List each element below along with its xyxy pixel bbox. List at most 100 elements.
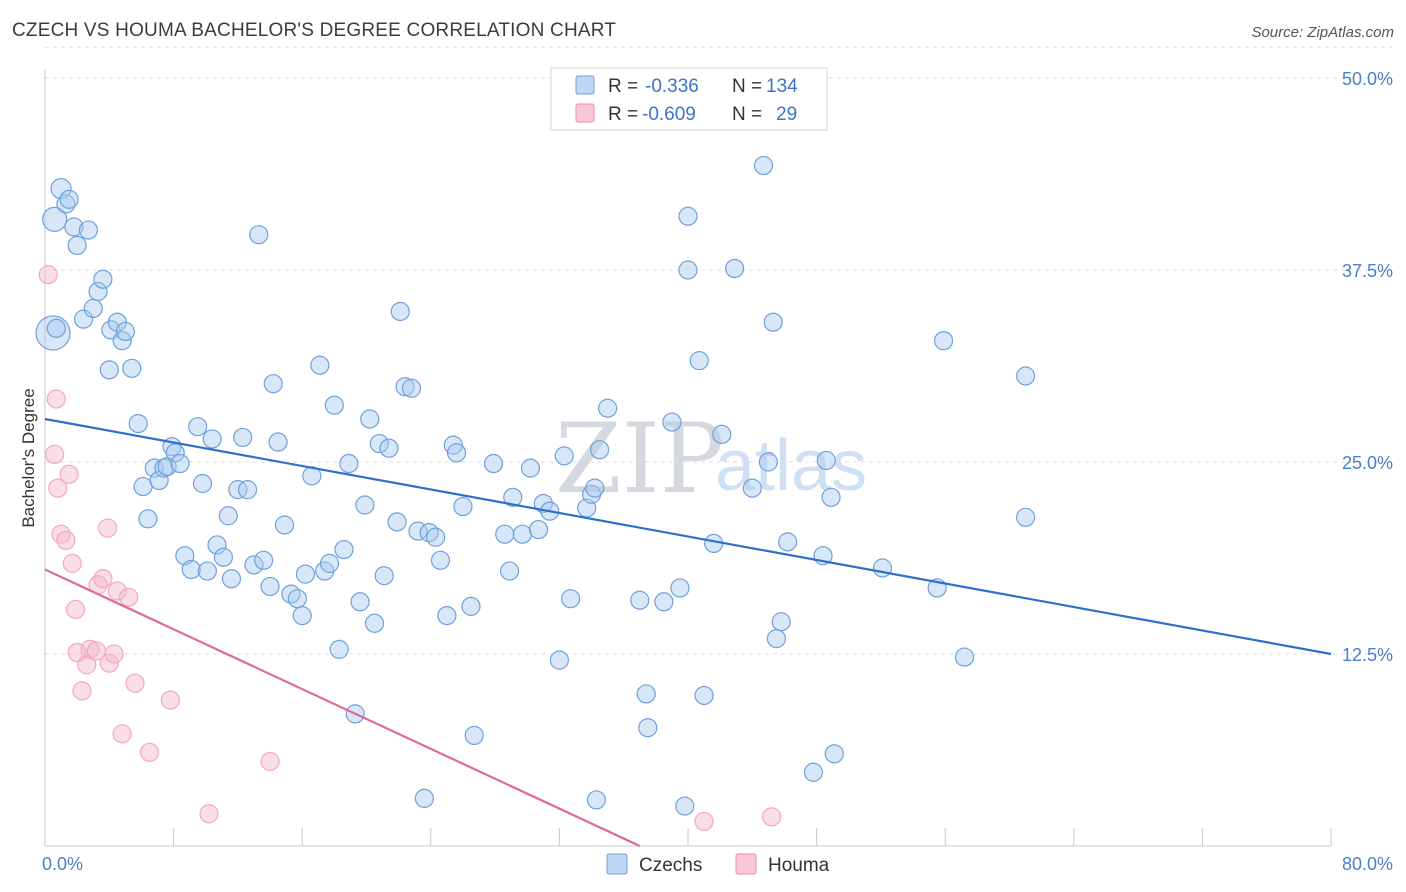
- czechs-point: [585, 478, 605, 498]
- czechs-point: [295, 564, 316, 584]
- houma-point: [46, 389, 66, 409]
- trend-lines: [44, 417, 1332, 847]
- houma-point: [761, 807, 782, 827]
- bottom-legend-label-czechs: Czechs: [639, 855, 702, 876]
- czechs-point: [437, 605, 457, 626]
- czechs-point: [395, 377, 415, 397]
- czechs-point: [249, 225, 269, 245]
- czechs-point: [1015, 366, 1036, 386]
- czechs-point: [464, 725, 484, 746]
- czechs-point: [742, 478, 762, 498]
- legend-swatch-czechs: [575, 75, 595, 95]
- houma-point: [104, 644, 124, 664]
- czechs-point: [46, 318, 66, 338]
- houma-point: [107, 581, 127, 601]
- czechs-point: [499, 561, 520, 581]
- czechs-point: [181, 559, 201, 580]
- houma-point: [99, 653, 119, 673]
- houma-point: [125, 673, 145, 693]
- czechs-point: [78, 220, 99, 240]
- houma-point: [62, 553, 82, 573]
- watermark-atlas: atlas: [715, 426, 867, 506]
- houma-point: [77, 655, 97, 675]
- czechs-point: [725, 258, 745, 279]
- czechs-point: [374, 566, 394, 586]
- czechs-point: [115, 321, 135, 342]
- czechs-point: [83, 298, 103, 318]
- czechs-point: [355, 495, 375, 515]
- legend-n-value-houma: 29: [776, 104, 797, 125]
- czechs-point: [520, 458, 541, 478]
- czechs-point: [188, 417, 208, 437]
- legend-r-label-czechs: R =: [608, 76, 638, 97]
- czechs-point: [589, 440, 610, 460]
- x-tick-label: 0.0%: [42, 854, 83, 874]
- czechs-point: [170, 453, 190, 474]
- czechs-point: [369, 433, 389, 454]
- czechs-point: [197, 561, 217, 581]
- czechs-point: [138, 509, 158, 529]
- czechs-point: [93, 269, 113, 289]
- watermark-zip: ZIP: [555, 403, 724, 515]
- czechs-point: [50, 177, 72, 200]
- czechs-point: [933, 331, 954, 351]
- data-points: [35, 155, 1036, 832]
- czechs-point: [64, 217, 84, 237]
- czechs-point: [73, 309, 94, 329]
- x-tick-label: 80.0%: [1342, 854, 1393, 874]
- legend-swatch-houma: [575, 103, 595, 123]
- czechs-point: [443, 435, 463, 455]
- czechs-point: [662, 412, 682, 432]
- czechs-point: [778, 532, 798, 552]
- czechs-point: [763, 312, 783, 332]
- houma-point: [118, 587, 139, 607]
- houma-point: [139, 742, 160, 762]
- houma-point: [65, 599, 86, 620]
- czechs-point: [495, 524, 515, 544]
- czechs-point: [207, 535, 227, 555]
- houma-point: [98, 518, 118, 538]
- czechs-point: [824, 744, 844, 764]
- houma-point: [694, 811, 714, 832]
- czechs-point: [390, 301, 410, 322]
- czechs-point: [218, 506, 238, 526]
- czechs-point: [133, 476, 153, 497]
- czechs-point: [364, 613, 385, 633]
- houma-point: [59, 464, 79, 484]
- gridlines: [45, 46, 1392, 655]
- czechs-point: [334, 539, 354, 560]
- czechs-point: [233, 427, 253, 448]
- czechs-point: [678, 206, 698, 226]
- legend: R = -0.336 N = 134 R = -0.609 N = 29: [550, 67, 828, 131]
- chart-title: CZECH VS HOUMA BACHELOR'S DEGREE CORRELA…: [12, 20, 617, 41]
- czechs-point: [654, 592, 674, 612]
- czechs-trend-line: [44, 417, 1332, 656]
- czechs-point: [287, 589, 307, 609]
- czechs-point: [350, 592, 370, 612]
- czechs-point: [689, 351, 709, 371]
- y-tick-label: 50.0%: [1342, 69, 1393, 89]
- czechs-point: [99, 360, 119, 380]
- czechs-point: [42, 206, 68, 232]
- czechs-point: [88, 281, 108, 302]
- czechs-point: [244, 555, 264, 575]
- czechs-point: [533, 493, 553, 514]
- czechs-point: [512, 524, 533, 544]
- czechs-point: [339, 453, 359, 474]
- bottom-legend: Czechs Houma: [606, 853, 830, 876]
- y-axis-title: Bachelor's Degree: [19, 388, 38, 527]
- czechs-point: [503, 487, 523, 507]
- houma-trend-line: [44, 568, 641, 847]
- bottom-legend-swatch-houma: [735, 853, 757, 875]
- czechs-point: [274, 515, 295, 535]
- czechs-point: [263, 374, 283, 394]
- houma-point: [38, 265, 58, 285]
- czechs-point: [954, 647, 975, 667]
- houma-point: [93, 569, 113, 589]
- x-axis-ticks: [44, 828, 1332, 846]
- czechs-point: [268, 432, 288, 452]
- czechs-point: [360, 409, 380, 429]
- legend-box: [550, 67, 828, 131]
- czechs-point: [816, 450, 836, 471]
